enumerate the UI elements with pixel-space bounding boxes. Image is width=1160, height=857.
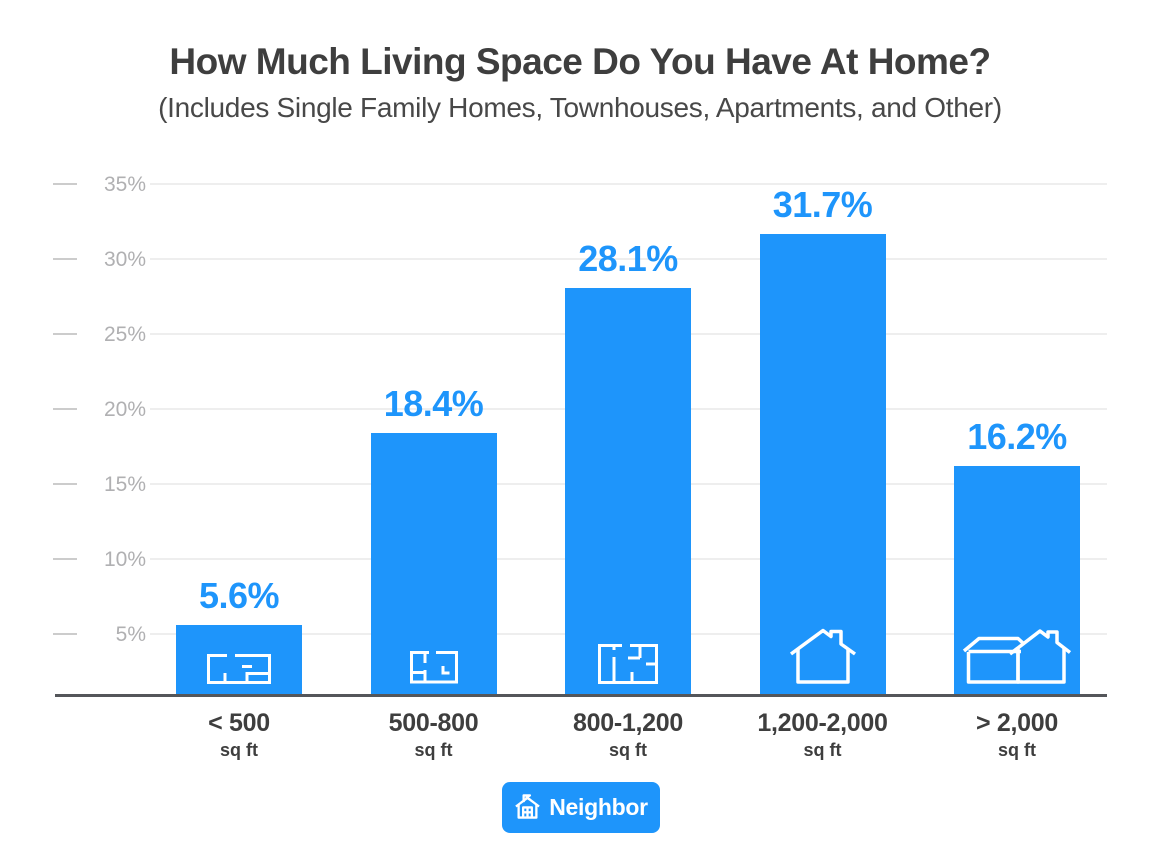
x-axis-category-label: 500-800	[388, 709, 479, 737]
chart-title: How Much Living Space Do You Have At Hom…	[169, 41, 991, 82]
gridline	[150, 258, 1107, 260]
x-axis-category-label: 1,200-2,000	[757, 709, 888, 737]
y-axis-label: 10%	[103, 548, 146, 571]
bar	[759, 233, 886, 695]
y-axis-label: 20%	[103, 398, 146, 421]
neighbor-logo-badge[interactable]: Neighbor	[502, 782, 660, 833]
bar-value-label: 28.1%	[578, 237, 678, 279]
bar-value-label: 5.6%	[198, 575, 280, 616]
x-axis-unit-label: sq ft	[220, 740, 258, 760]
neighbor-logo-text: Neighbor	[549, 794, 648, 820]
gridline	[150, 183, 1107, 185]
neighbor-house-flag-icon	[514, 793, 541, 823]
y-axis-label: 35%	[103, 173, 146, 196]
y-axis-label: 25%	[103, 323, 146, 346]
bar-value-label: 18.4%	[383, 383, 484, 424]
x-axis-unit-label: sq ft	[609, 740, 647, 760]
bar	[370, 433, 497, 695]
bar-value-label: 31.7%	[772, 183, 873, 225]
y-axis-tick	[53, 333, 77, 335]
x-axis-category-label: > 2,000	[975, 709, 1058, 737]
bar	[954, 466, 1080, 695]
x-axis-category-label: < 500	[208, 709, 270, 737]
y-axis-tick	[53, 558, 77, 560]
y-axis-label: 30%	[103, 248, 146, 271]
bar	[565, 287, 691, 695]
bar-value-label: 16.2%	[967, 416, 1067, 457]
y-axis-tick	[53, 183, 77, 185]
bar	[176, 625, 302, 695]
y-axis-tick	[53, 483, 77, 485]
y-axis-tick	[53, 258, 77, 260]
y-axis-label: 15%	[103, 473, 146, 496]
chart-subtitle: (Includes Single Family Homes, Townhouse…	[158, 92, 1002, 123]
y-axis-tick	[53, 408, 77, 410]
x-axis-category-label: 800-1,200	[573, 709, 683, 737]
x-axis-unit-label: sq ft	[803, 740, 842, 760]
x-axis-unit-label: sq ft	[998, 740, 1036, 760]
y-axis-label: 5%	[115, 623, 146, 646]
y-axis-tick	[53, 633, 77, 635]
x-axis-line	[55, 694, 1107, 697]
x-axis-unit-label: sq ft	[414, 740, 453, 760]
